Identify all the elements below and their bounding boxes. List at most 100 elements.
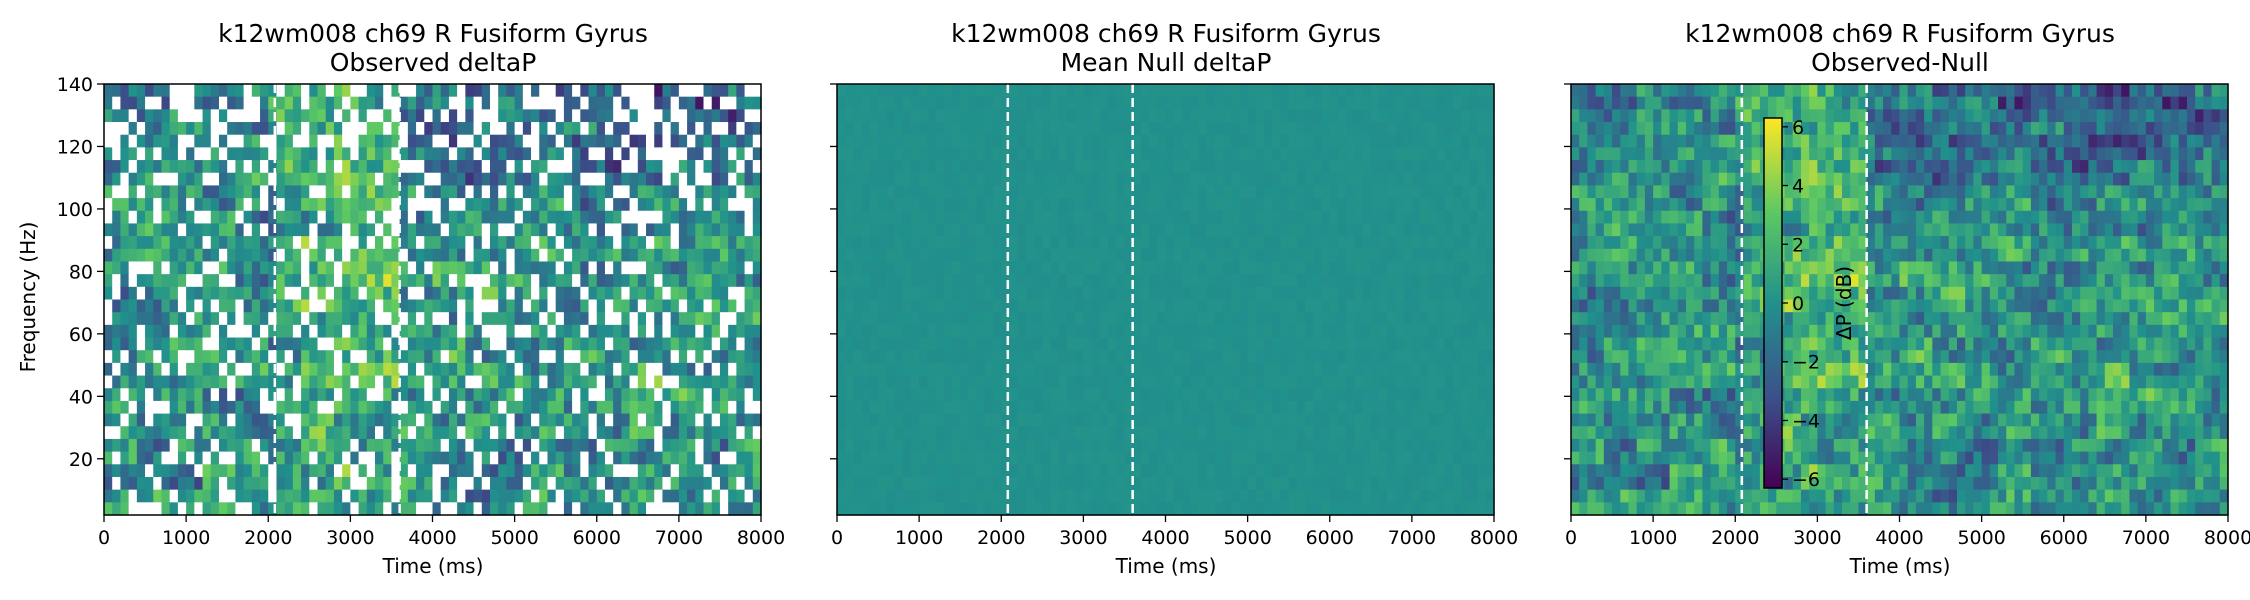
heatmap-cell [853, 286, 863, 301]
heatmap-cell [424, 122, 434, 136]
heatmap-cell [1091, 312, 1101, 326]
heatmap-cell [886, 185, 896, 199]
heatmap-cell [145, 324, 154, 339]
heatmap-cell [902, 426, 912, 440]
heatmap-cell [919, 489, 928, 503]
heatmap-cell [869, 210, 879, 225]
heatmap-cell [333, 375, 343, 389]
heatmap-cell [1198, 109, 1208, 123]
heatmap-cell [268, 451, 278, 465]
heatmap-cell [333, 400, 343, 415]
heatmap-cell [687, 375, 696, 389]
heatmap-cell [604, 312, 614, 326]
heatmap-cell [457, 502, 466, 516]
heatmap-cell [104, 172, 113, 187]
heatmap-cell [1157, 96, 1167, 110]
heatmap-cell [670, 426, 680, 440]
heatmap-cell [1321, 464, 1331, 478]
heatmap-cell [728, 248, 737, 263]
heatmap-cell [678, 426, 688, 440]
heatmap-cell [1198, 185, 1208, 199]
heatmap-cell [1255, 84, 1265, 98]
heatmap-cell [169, 438, 179, 453]
heatmap-cell [375, 388, 384, 402]
heatmap-cell [1231, 337, 1241, 351]
heatmap-cell [943, 84, 953, 98]
heatmap-cell [555, 236, 565, 250]
heatmap-cell [120, 122, 130, 136]
heatmap-cell [1173, 261, 1183, 275]
heatmap-cell [943, 388, 953, 402]
heatmap-cell [1321, 426, 1331, 440]
heatmap-cell [711, 324, 721, 339]
heatmap-cell [440, 160, 450, 174]
heatmap-cell [678, 185, 688, 199]
heatmap-cell [522, 476, 532, 491]
heatmap-cell [927, 236, 937, 250]
heatmap-cell [555, 362, 565, 377]
heatmap-cell [563, 324, 573, 339]
heatmap-cell [1239, 261, 1249, 275]
heatmap-cell [186, 122, 195, 136]
heatmap-cell [1149, 375, 1158, 389]
heatmap-cell [1231, 312, 1241, 326]
heatmap-cell [448, 400, 458, 415]
heatmap-cell [1346, 134, 1355, 148]
heatmap-cell [1132, 400, 1142, 415]
heatmap-cell [432, 337, 442, 351]
heatmap-cell [894, 438, 904, 453]
heatmap-cell [292, 274, 302, 288]
heatmap-cell [1157, 502, 1167, 516]
heatmap-cell [1009, 223, 1019, 237]
heatmap-cell [276, 476, 286, 491]
heatmap-cell [1239, 451, 1249, 465]
heatmap-cell [514, 147, 524, 161]
heatmap-cell [202, 84, 212, 98]
heatmap-cell [968, 160, 978, 174]
heatmap-cell [1181, 464, 1191, 478]
heatmap-cell [260, 198, 269, 212]
heatmap-cell [662, 84, 672, 98]
heatmap-cell [1140, 172, 1150, 187]
heatmap-cell [465, 147, 475, 161]
heatmap-cell [391, 210, 401, 225]
heatmap-cell [1025, 388, 1035, 402]
heatmap-cell [555, 122, 565, 136]
heatmap-cell [1313, 362, 1323, 377]
heatmap-cell [301, 350, 310, 364]
heatmap-cell [703, 223, 713, 237]
heatmap-cell [1337, 134, 1347, 148]
heatmap-cell [853, 476, 863, 491]
heatmap-cell [489, 286, 499, 301]
heatmap-cell [1329, 223, 1339, 237]
heatmap-cell [153, 134, 163, 148]
heatmap-cell [563, 388, 573, 402]
heatmap-cell [506, 210, 516, 225]
heatmap-cell [1034, 236, 1043, 250]
heatmap-cell [547, 476, 557, 491]
heatmap-cell [919, 84, 928, 98]
heatmap-cell [161, 223, 171, 237]
heatmap-cell [210, 375, 220, 389]
heatmap-cell [506, 388, 516, 402]
heatmap-cell [120, 109, 130, 123]
heatmap-cell [1264, 122, 1273, 136]
heatmap-cell [1042, 210, 1052, 225]
heatmap-cell [629, 476, 639, 491]
heatmap-cell [943, 451, 953, 465]
heatmap-cell [539, 261, 549, 275]
heatmap-cell [919, 109, 928, 123]
heatmap-cell [481, 185, 491, 199]
heatmap-cell [1190, 299, 1199, 313]
heatmap-cell [251, 489, 261, 503]
heatmap-cell [728, 299, 737, 313]
heatmap-cell [1091, 489, 1101, 503]
heatmap-cell [161, 286, 171, 301]
heatmap-cell [391, 464, 401, 478]
heatmap-cell [1132, 388, 1142, 402]
heatmap-cell [301, 362, 310, 377]
heatmap-cell [744, 261, 754, 275]
heatmap-cell [637, 210, 647, 225]
heatmap-cell [473, 223, 483, 237]
heatmap-cell [186, 160, 195, 174]
